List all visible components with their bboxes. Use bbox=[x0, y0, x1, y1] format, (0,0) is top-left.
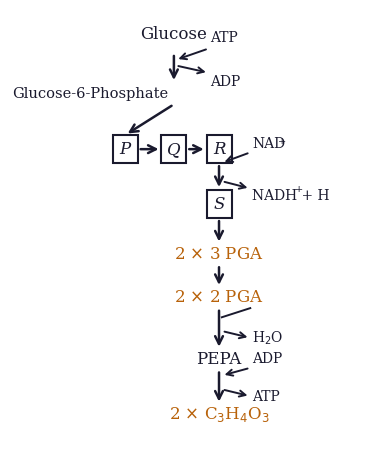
Text: ADP: ADP bbox=[210, 75, 240, 88]
Bar bbox=[206, 190, 231, 218]
Bar bbox=[161, 135, 186, 163]
Text: Glucose-6-Phosphate: Glucose-6-Phosphate bbox=[12, 87, 169, 101]
Text: +: + bbox=[295, 185, 304, 194]
Text: R: R bbox=[213, 141, 225, 158]
Bar bbox=[113, 135, 138, 163]
Text: PEPA: PEPA bbox=[197, 351, 242, 368]
Text: 2 $\times$ 3 PGA: 2 $\times$ 3 PGA bbox=[174, 246, 264, 263]
Text: H$_2$O: H$_2$O bbox=[252, 330, 284, 347]
Text: NAD: NAD bbox=[252, 138, 285, 151]
Text: ADP: ADP bbox=[252, 352, 282, 366]
Text: P: P bbox=[120, 141, 131, 158]
Bar bbox=[206, 135, 231, 163]
Text: Q: Q bbox=[167, 141, 181, 158]
Text: +: + bbox=[278, 137, 286, 146]
Text: NADH + H: NADH + H bbox=[252, 189, 330, 203]
Text: Glucose: Glucose bbox=[141, 26, 208, 44]
Text: 2 $\times$ 2 PGA: 2 $\times$ 2 PGA bbox=[174, 289, 264, 307]
Text: ATP: ATP bbox=[210, 31, 238, 45]
Text: 2 $\times$ C$_3$H$_4$O$_3$: 2 $\times$ C$_3$H$_4$O$_3$ bbox=[169, 405, 270, 424]
Text: S: S bbox=[213, 195, 225, 213]
Text: ATP: ATP bbox=[252, 390, 280, 404]
